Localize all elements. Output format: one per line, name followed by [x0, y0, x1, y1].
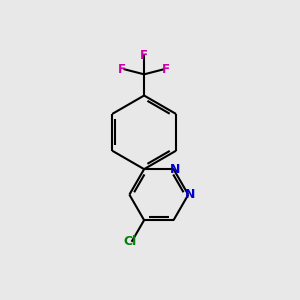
Text: F: F	[140, 49, 148, 62]
Text: N: N	[184, 188, 195, 201]
Text: F: F	[162, 62, 170, 76]
Text: Cl: Cl	[124, 235, 137, 248]
Text: F: F	[118, 62, 126, 76]
Text: N: N	[170, 163, 180, 176]
